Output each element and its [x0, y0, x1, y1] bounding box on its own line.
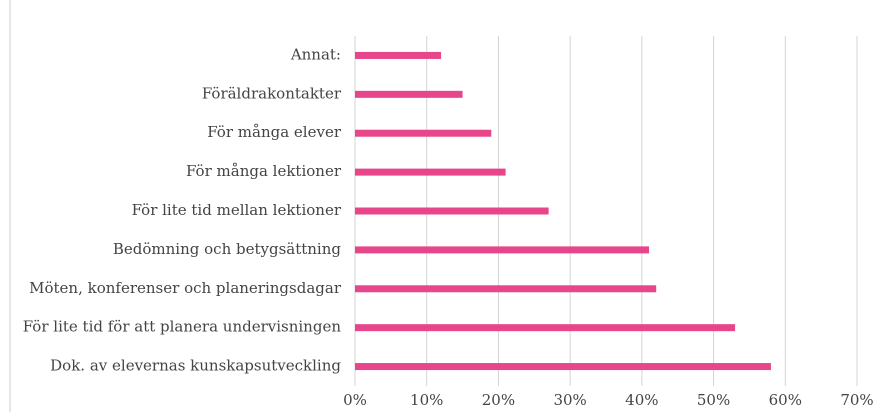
x-tick-label: 30%: [553, 391, 586, 409]
y-tick-label: Annat:: [290, 45, 341, 63]
bar: [355, 207, 549, 215]
bar: [355, 129, 492, 137]
bar: [355, 324, 736, 332]
x-tick-label: 10%: [410, 391, 443, 409]
bar: [355, 51, 442, 59]
y-tick-label: För lite tid mellan lektioner: [132, 201, 342, 219]
y-tick-label: För lite tid för att planera undervisnin…: [23, 318, 342, 336]
x-tick-label: 50%: [697, 391, 730, 409]
x-tick-label: 20%: [482, 391, 515, 409]
x-tick-label: 70%: [840, 391, 873, 409]
y-tick-label: Bedömning och betygsättning: [113, 240, 342, 258]
y-tick-label: Möten, konferenser och planeringsdagar: [29, 279, 342, 297]
y-tick-label: Dok. av elevernas kunskapsutveckling: [50, 357, 341, 375]
x-tick-label: 60%: [769, 391, 802, 409]
y-tick-label: För många elever: [207, 123, 342, 141]
x-tick-label: 40%: [625, 391, 658, 409]
y-tick-label: Föräldrakontakter: [202, 84, 342, 102]
bar: [355, 285, 657, 293]
bar: [355, 363, 771, 371]
bar: [355, 168, 506, 176]
bar: [355, 246, 650, 254]
bar: [355, 90, 463, 98]
y-tick-label: För många lektioner: [186, 162, 342, 180]
x-tick-label: 0%: [343, 391, 367, 409]
